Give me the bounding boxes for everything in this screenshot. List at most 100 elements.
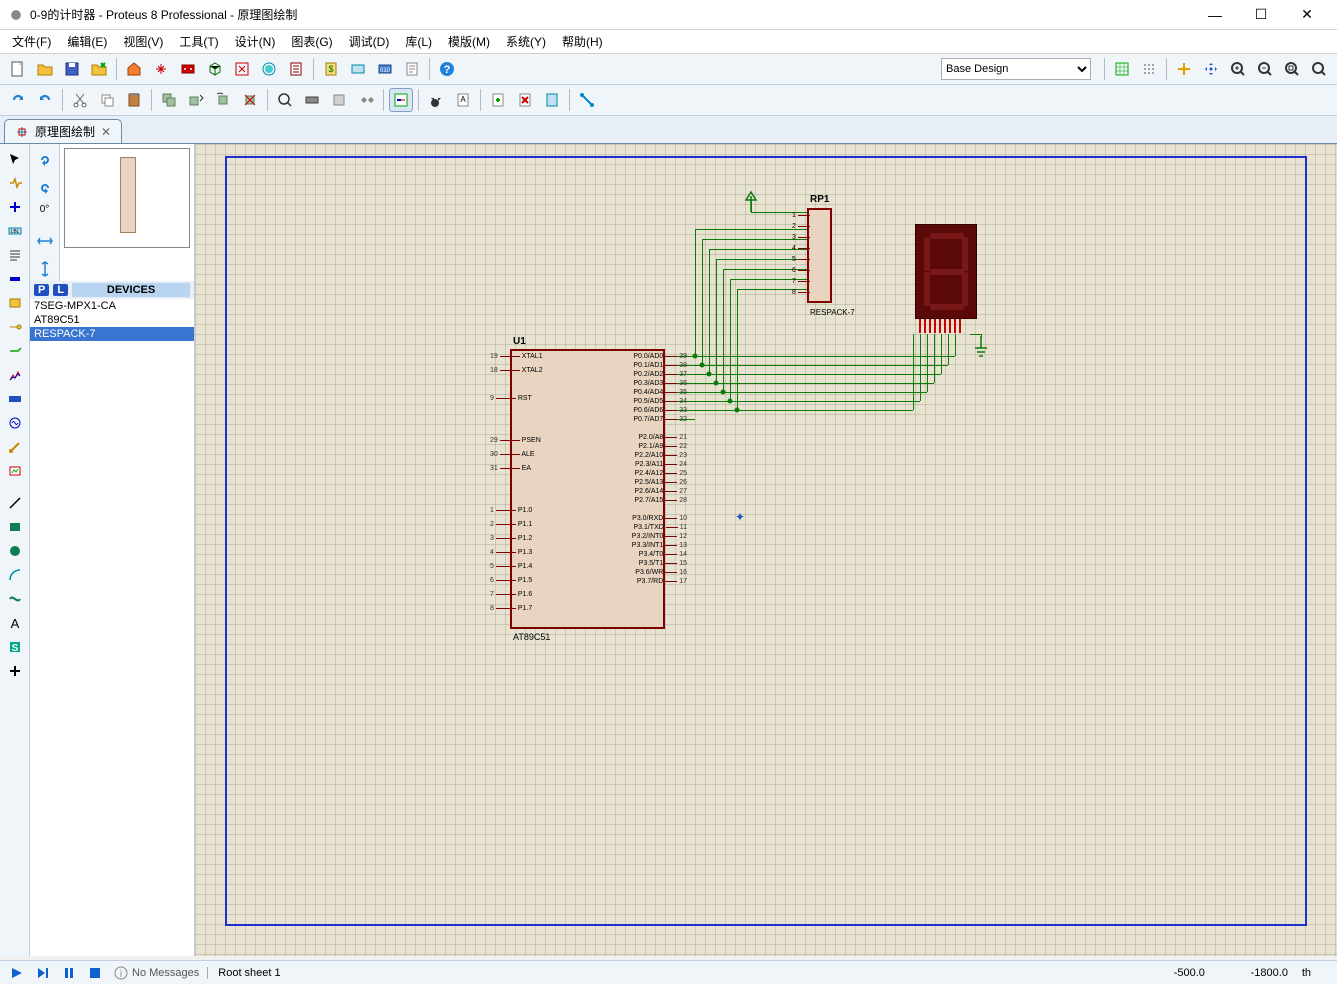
flip-h-button[interactable] [33, 229, 57, 253]
pick-button[interactable] [273, 88, 297, 112]
zoom-out-button[interactable] [1253, 57, 1277, 81]
toggle-wire-button[interactable] [389, 88, 413, 112]
menu-help[interactable]: 帮助(H) [554, 31, 611, 52]
play-button[interactable] [6, 964, 28, 982]
selection-mode[interactable] [2, 148, 28, 170]
menu-system[interactable]: 系统(Y) [498, 31, 554, 52]
device-item[interactable]: RESPACK-7 [30, 327, 194, 341]
report-button[interactable] [400, 57, 424, 81]
packaging-button[interactable] [327, 88, 351, 112]
block-copy-button[interactable] [157, 88, 181, 112]
symbol-mode[interactable]: S [2, 636, 28, 658]
flip-v-button[interactable] [33, 257, 57, 281]
bus-mode[interactable] [2, 268, 28, 290]
schematic-button[interactable] [149, 57, 173, 81]
origin-button[interactable] [1172, 57, 1196, 81]
rotate-ccw-button[interactable] [33, 176, 57, 200]
decompose-button[interactable] [354, 88, 378, 112]
new-sheet-button[interactable] [486, 88, 510, 112]
circle-mode[interactable] [2, 540, 28, 562]
home-button[interactable] [122, 57, 146, 81]
grid-dots-button[interactable] [1137, 57, 1161, 81]
rotate-cw-button[interactable] [33, 148, 57, 172]
open-button[interactable] [33, 57, 57, 81]
search-button[interactable] [424, 88, 448, 112]
bom-button[interactable] [284, 57, 308, 81]
device-list[interactable]: 7SEG-MPX1-CA AT89C51 RESPACK-7 [30, 299, 194, 956]
tape-mode[interactable] [2, 388, 28, 410]
menu-view[interactable]: 视图(V) [115, 31, 171, 52]
menu-edit[interactable]: 编辑(E) [59, 31, 115, 52]
label-mode[interactable]: LBL [2, 220, 28, 242]
tab-schematic[interactable]: 原理图绘制 ✕ [4, 119, 122, 143]
text-script-mode[interactable] [2, 244, 28, 266]
text-mode[interactable]: A [2, 612, 28, 634]
remove-sheet-button[interactable] [513, 88, 537, 112]
pause-button[interactable] [58, 964, 80, 982]
menu-design[interactable]: 设计(N) [227, 31, 284, 52]
bill-button[interactable]: $ [319, 57, 343, 81]
component-7seg[interactable] [915, 224, 977, 319]
component-rp1[interactable] [807, 208, 832, 303]
messages-indicator[interactable]: i No Messages [114, 966, 199, 980]
pick-parts-button[interactable]: P [34, 284, 49, 296]
schematic-canvas[interactable]: U1 AT89C51 RP1 RESPACK-7 ✦ [195, 144, 1337, 956]
erc-button[interactable] [346, 57, 370, 81]
undo-button[interactable] [6, 88, 30, 112]
autoroute-button[interactable] [575, 88, 599, 112]
paste-button[interactable] [122, 88, 146, 112]
property-button[interactable]: A [451, 88, 475, 112]
block-move-button[interactable] [184, 88, 208, 112]
menu-template[interactable]: 模版(M) [440, 31, 498, 52]
menu-library[interactable]: 库(L) [397, 31, 440, 52]
step-button[interactable] [32, 964, 54, 982]
stop-button[interactable] [84, 964, 106, 982]
block-rotate-button[interactable] [211, 88, 235, 112]
instrument-mode[interactable] [2, 460, 28, 482]
close-button[interactable]: ✕ [1285, 1, 1329, 29]
menu-graph[interactable]: 图表(G) [283, 31, 340, 52]
probe-mode[interactable] [2, 436, 28, 458]
overview-panel[interactable] [64, 148, 190, 248]
graph-mode[interactable] [2, 364, 28, 386]
gerber-button[interactable] [230, 57, 254, 81]
pcb-button[interactable] [176, 57, 200, 81]
box-mode[interactable] [2, 516, 28, 538]
component-mode[interactable] [2, 172, 28, 194]
make-device-button[interactable] [300, 88, 324, 112]
close-project-button[interactable] [87, 57, 111, 81]
minimize-button[interactable]: — [1193, 1, 1237, 29]
menu-tools[interactable]: 工具(T) [171, 31, 226, 52]
junction-mode[interactable] [2, 196, 28, 218]
menu-file[interactable]: 文件(F) [4, 31, 59, 52]
design-variant-select[interactable]: Base Design [941, 58, 1091, 80]
new-button[interactable] [6, 57, 30, 81]
generator-mode[interactable] [2, 412, 28, 434]
zoom-in-button[interactable] [1226, 57, 1250, 81]
terminal-mode[interactable] [2, 316, 28, 338]
zoom-fit-button[interactable] [1280, 57, 1304, 81]
block-delete-button[interactable] [238, 88, 262, 112]
save-button[interactable] [60, 57, 84, 81]
help-button[interactable]: ? [435, 57, 459, 81]
pin-mode[interactable] [2, 340, 28, 362]
pan-button[interactable] [1199, 57, 1223, 81]
arc-mode[interactable] [2, 564, 28, 586]
exit-sheet-button[interactable] [540, 88, 564, 112]
grid-snap-button[interactable] [1110, 57, 1134, 81]
netlist-button[interactable]: 010 [373, 57, 397, 81]
cut-button[interactable] [68, 88, 92, 112]
device-item[interactable]: 7SEG-MPX1-CA [30, 299, 194, 313]
3dview-button[interactable] [203, 57, 227, 81]
device-item[interactable]: AT89C51 [30, 313, 194, 327]
path-mode[interactable] [2, 588, 28, 610]
design-explorer-button[interactable] [257, 57, 281, 81]
maximize-button[interactable]: ☐ [1239, 1, 1283, 29]
marker-mode[interactable] [2, 660, 28, 682]
redo-button[interactable] [33, 88, 57, 112]
libraries-button[interactable]: L [53, 284, 68, 296]
subcircuit-mode[interactable] [2, 292, 28, 314]
tab-close-button[interactable]: ✕ [101, 125, 111, 139]
zoom-area-button[interactable] [1307, 57, 1331, 81]
line-mode[interactable] [2, 492, 28, 514]
